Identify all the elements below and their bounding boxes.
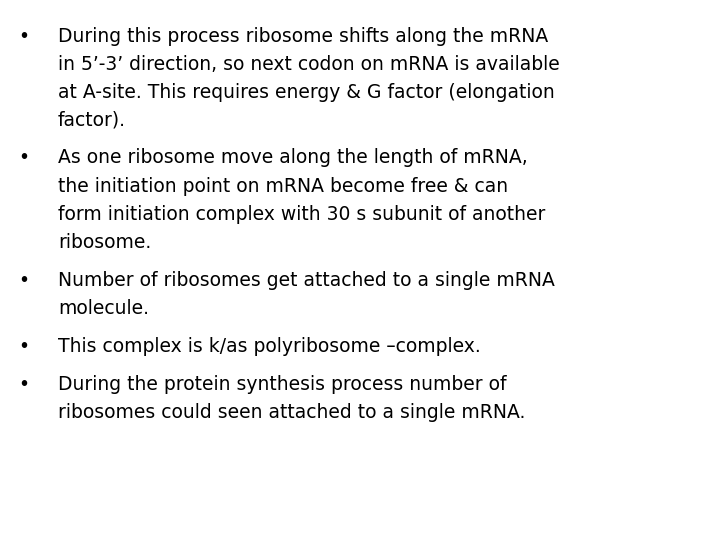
Text: ribosomes could seen attached to a single mRNA.: ribosomes could seen attached to a singl… [58,402,526,422]
Text: During the protein synthesis process number of: During the protein synthesis process num… [58,375,506,394]
Text: factor).: factor). [58,111,126,130]
Text: •: • [18,375,29,394]
Text: molecule.: molecule. [58,299,149,318]
Text: •: • [18,26,29,45]
Text: •: • [18,271,29,289]
Text: ribosome.: ribosome. [58,233,151,252]
Text: •: • [18,148,29,167]
Text: During this process ribosome shifts along the mRNA: During this process ribosome shifts alon… [58,26,548,45]
Text: in 5’-3’ direction, so next codon on mRNA is available: in 5’-3’ direction, so next codon on mRN… [58,55,559,73]
Text: As one ribosome move along the length of mRNA,: As one ribosome move along the length of… [58,148,528,167]
Text: at A-site. This requires energy & G factor (elongation: at A-site. This requires energy & G fact… [58,83,554,102]
Text: form initiation complex with 30 s subunit of another: form initiation complex with 30 s subuni… [58,205,545,224]
Text: the initiation point on mRNA become free & can: the initiation point on mRNA become free… [58,177,508,195]
Text: This complex is k/as polyribosome –complex.: This complex is k/as polyribosome –compl… [58,336,481,355]
Text: Number of ribosomes get attached to a single mRNA: Number of ribosomes get attached to a si… [58,271,555,289]
Text: •: • [18,336,29,355]
